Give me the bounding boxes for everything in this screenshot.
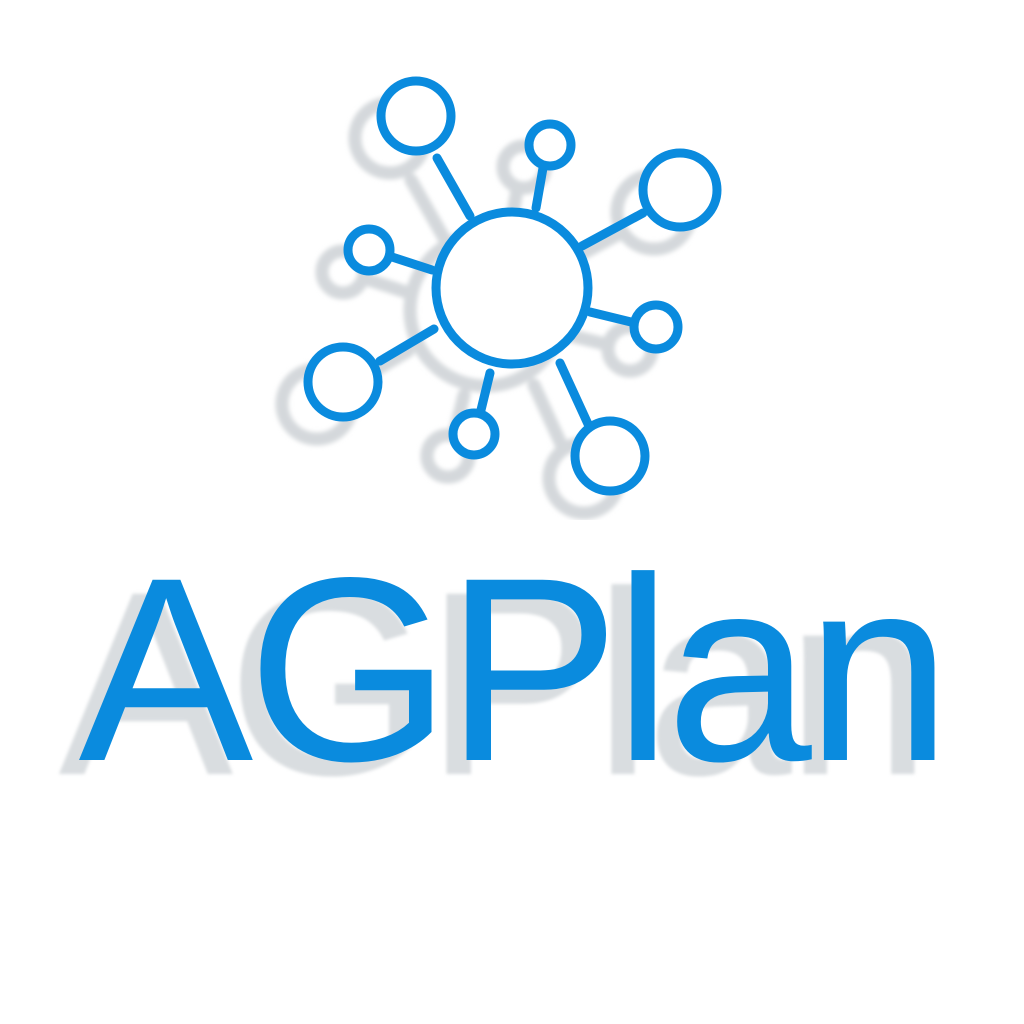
satellite-node [448,408,500,460]
satellite-node [343,224,395,276]
hub-node [431,207,593,369]
network-hub-icon [275,76,722,520]
brand-wordmark: AGPlan AGPlan [0,523,1024,824]
satellite-node [524,119,576,171]
satellite-node [570,416,650,496]
satellite-node [629,300,683,354]
satellite-node [303,342,383,422]
brand-name: AGPlan [78,523,952,816]
brand-name-shadow: AGPlan [58,537,932,830]
satellite-node [638,148,722,232]
satellite-node [376,76,456,156]
network-hub-glyph [303,76,722,496]
